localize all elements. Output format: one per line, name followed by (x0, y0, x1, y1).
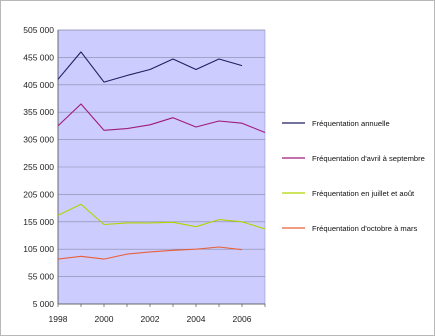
y-tick-label: 155 000 (23, 217, 54, 227)
legend: Fréquentation annuelle Fréquentation d'av… (282, 119, 425, 233)
legend-label: Fréquentation annuelle (312, 119, 390, 128)
x-tick-label: 1998 (49, 314, 68, 324)
legend-label: Fréquentation en juillet et août (312, 189, 415, 198)
x-tick-label: 2006 (233, 314, 252, 324)
x-tick-label: 2000 (95, 314, 114, 324)
x-axis-ticks: 1998 2000 2002 2004 2006 (49, 314, 252, 324)
y-axis-ticks: 505 000 455 000 405 000 355 000 305 000 255 0… (23, 25, 54, 309)
legend-label: Fréquentation d'octobre à mars (312, 224, 417, 233)
x-tick-label: 2002 (141, 314, 160, 324)
series-lines (57, 51, 266, 260)
series-line-1 (57, 103, 266, 134)
series-line-0 (57, 51, 243, 83)
gridlines (58, 29, 265, 305)
y-tick-label: 405 000 (23, 80, 54, 90)
legend-label: Fréquentation d'avril à septembre (312, 154, 425, 163)
y-tick-label: 455 000 (23, 52, 54, 62)
y-tick-label: 205 000 (23, 189, 54, 199)
series-line-2 (57, 203, 266, 230)
x-tick-label: 2004 (187, 314, 206, 324)
y-tick-label: 255 000 (23, 162, 54, 172)
axes (57, 30, 266, 307)
series-line-3 (57, 246, 243, 260)
y-tick-label: 305 000 (23, 135, 54, 145)
y-tick-label: 55 000 (28, 272, 54, 282)
y-tick-label: 355 000 (23, 107, 54, 117)
y-tick-label: 105 000 (23, 244, 54, 254)
y-tick-label: 505 000 (23, 25, 54, 35)
y-tick-label: 5 000 (33, 299, 55, 309)
